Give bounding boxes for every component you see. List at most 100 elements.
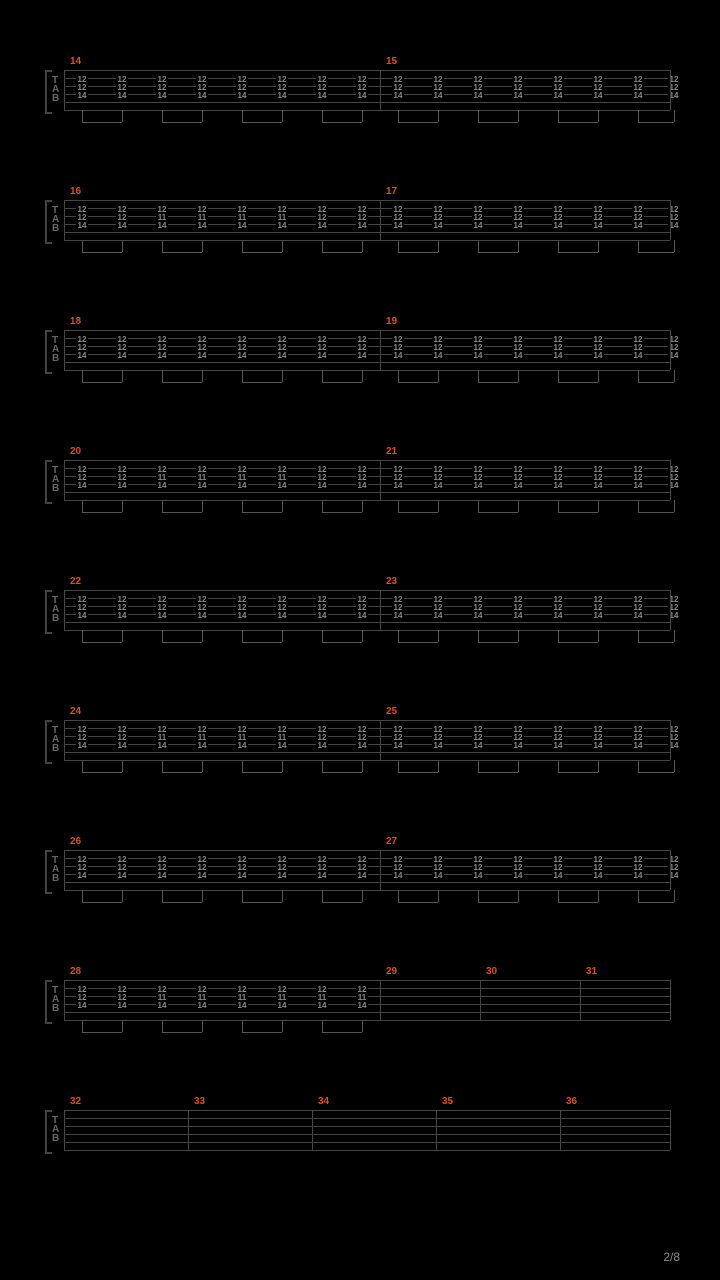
chord: 121214	[548, 596, 568, 620]
note-stem	[162, 890, 163, 902]
chord: 121114	[192, 466, 212, 490]
system-bracket	[45, 1110, 52, 1154]
page-number: 2/8	[663, 1250, 680, 1264]
fret-number: 14	[552, 872, 564, 880]
fret-number: 14	[512, 482, 524, 490]
note-stem	[202, 110, 203, 122]
measure-number: 36	[566, 1096, 577, 1107]
chord: 121214	[628, 596, 648, 620]
note-stem	[282, 110, 283, 122]
string-line	[64, 330, 670, 331]
fret-number: 14	[432, 612, 444, 620]
fret-number: 14	[472, 482, 484, 490]
measure-number: 20	[70, 446, 81, 457]
string-line	[64, 110, 670, 111]
chord: 121214	[312, 336, 332, 360]
string-line	[64, 200, 670, 201]
beam	[82, 642, 122, 643]
note-stem	[398, 240, 399, 252]
note-stem	[478, 370, 479, 382]
fret-number: 14	[472, 222, 484, 230]
beam	[398, 252, 438, 253]
chord: 121214	[468, 336, 488, 360]
fret-number: 14	[432, 222, 444, 230]
note-stem	[162, 370, 163, 382]
beam	[398, 642, 438, 643]
fret-number: 14	[236, 92, 248, 100]
fret-number: 14	[236, 612, 248, 620]
chord: 121214	[388, 856, 408, 880]
chord: 121214	[664, 856, 684, 880]
beam	[558, 902, 598, 903]
note-stem	[674, 630, 675, 642]
beam	[558, 512, 598, 513]
chord: 121114	[152, 726, 172, 750]
fret-number: 14	[276, 352, 288, 360]
note-stem	[282, 890, 283, 902]
beam	[82, 902, 122, 903]
note-stem	[322, 110, 323, 122]
string-line	[64, 622, 670, 623]
note-stem	[322, 240, 323, 252]
chord: 121214	[72, 726, 92, 750]
fret-number: 14	[592, 352, 604, 360]
measure-number: 26	[70, 836, 81, 847]
fret-number: 14	[276, 742, 288, 750]
beam	[242, 642, 282, 643]
fret-number: 14	[76, 1002, 88, 1010]
barline	[380, 980, 381, 1020]
note-stem	[438, 630, 439, 642]
note-stem	[242, 1020, 243, 1032]
chord: 121214	[548, 726, 568, 750]
chord: 121214	[588, 336, 608, 360]
chord: 121214	[352, 206, 372, 230]
system-bracket	[45, 590, 52, 634]
fret-number: 14	[472, 742, 484, 750]
measure-number: 17	[386, 186, 397, 197]
chord: 121214	[232, 596, 252, 620]
fret-number: 14	[356, 742, 368, 750]
fret-number: 14	[632, 92, 644, 100]
fret-number: 14	[196, 222, 208, 230]
measure-number: 35	[442, 1096, 453, 1107]
staff: 1412121412121412121412121412121412121412…	[64, 70, 670, 110]
beam	[478, 902, 518, 903]
beam	[162, 512, 202, 513]
note-stem	[362, 110, 363, 122]
chord: 121214	[664, 76, 684, 100]
beam	[638, 122, 674, 123]
fret-number: 14	[432, 742, 444, 750]
barline	[670, 850, 671, 890]
fret-number: 14	[512, 92, 524, 100]
fret-number: 14	[552, 482, 564, 490]
note-stem	[242, 630, 243, 642]
fret-number: 14	[356, 92, 368, 100]
chord: 121214	[428, 596, 448, 620]
string-line	[64, 240, 670, 241]
note-stem	[82, 1020, 83, 1032]
fret-number: 14	[276, 1002, 288, 1010]
note-stem	[598, 370, 599, 382]
note-stem	[558, 500, 559, 512]
note-stem	[598, 110, 599, 122]
note-stem	[674, 240, 675, 252]
string-line	[64, 1118, 670, 1119]
chord: 121214	[548, 466, 568, 490]
fret-number: 14	[156, 872, 168, 880]
note-stem	[398, 110, 399, 122]
chord: 121214	[352, 726, 372, 750]
string-line	[64, 1142, 670, 1143]
fret-number: 14	[156, 742, 168, 750]
fret-number: 14	[116, 222, 128, 230]
fret-number: 14	[632, 612, 644, 620]
note-stem	[202, 630, 203, 642]
chord: 121214	[72, 206, 92, 230]
tab-label: TAB	[52, 986, 64, 1013]
chord: 121214	[232, 856, 252, 880]
note-stem	[518, 890, 519, 902]
fret-number: 14	[512, 222, 524, 230]
note-stem	[518, 500, 519, 512]
barline	[64, 980, 65, 1020]
barline	[380, 70, 381, 110]
string-line	[64, 1110, 670, 1111]
